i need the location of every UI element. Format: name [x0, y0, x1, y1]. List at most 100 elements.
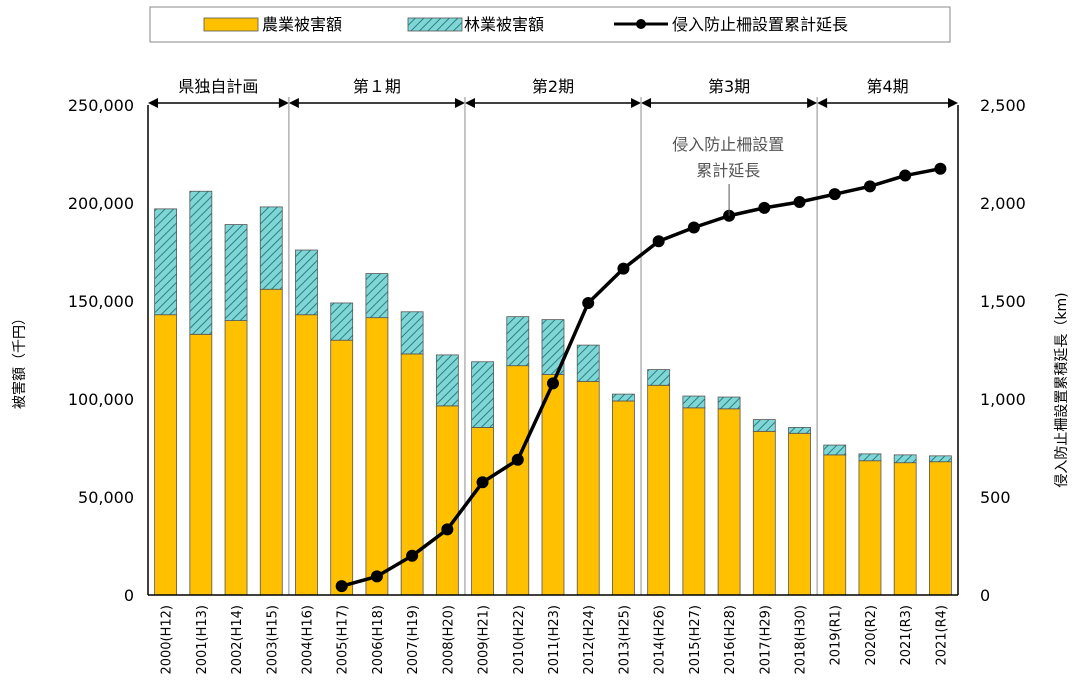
legend-swatch-agri: [203, 17, 259, 32]
bar-forest-3: [259, 206, 283, 290]
bar-forest-0: [154, 208, 178, 316]
bar-agri-9: [471, 427, 494, 596]
period-arrowhead-left-4: [817, 98, 828, 108]
x-tick-label-8: 2008(H20): [441, 605, 456, 675]
bar-agri-2: [224, 320, 248, 596]
legend-marker-fence: [636, 19, 646, 29]
legend: 農業被害額 林業被害額 侵入防止柵設置累計延長: [149, 6, 951, 43]
x-tick-label-13: 2013(H25): [617, 605, 632, 675]
bar-forest-16: [717, 396, 741, 410]
point-fence-11: [547, 377, 559, 390]
y-right-tick-0: 0: [980, 586, 990, 605]
y-left-tick-0: 0: [124, 586, 134, 605]
y-left-tick-2: 100,000: [68, 390, 134, 409]
bar-forest-20: [858, 453, 882, 462]
legend-swatch-forest: [407, 17, 463, 32]
legend-label-agri: 農業被害額: [262, 15, 342, 34]
period-arrowhead-left-3: [641, 98, 652, 108]
bar-agri-3: [259, 288, 283, 596]
y-right-label: 侵入防止柵設置累積延長（km): [1053, 292, 1070, 487]
bar-forest-14: [647, 369, 671, 386]
point-fence-6: [370, 570, 383, 583]
y-left-tick-4: 200,000: [68, 194, 134, 213]
x-tick-label-7: 2007(H19): [406, 605, 421, 675]
bar-agri-0: [154, 314, 178, 596]
plot-area: 侵入防止柵設置累計延長: [154, 135, 952, 596]
point-fence-19: [828, 188, 841, 201]
y-left-tick-3: 150,000: [68, 292, 134, 311]
point-fence-10: [511, 453, 524, 466]
point-fence-13: [617, 262, 630, 275]
bar-forest-1: [189, 190, 213, 335]
x-tick-label-4: 2004(H16): [300, 605, 315, 675]
point-fence-22: [934, 162, 947, 175]
annotation-line-2: 累計延長: [696, 161, 760, 180]
period-arrowhead-right-0: [278, 98, 289, 108]
bar-agri-19: [823, 454, 847, 596]
point-fence-8: [441, 523, 454, 536]
period-label-3: 第3期: [708, 77, 750, 96]
bar-forest-22: [928, 455, 952, 463]
bar-agri-12: [576, 380, 600, 596]
legend-box: [149, 6, 951, 43]
x-tick-label-19: 2019(R1): [829, 605, 844, 666]
bar-agri-13: [612, 400, 635, 596]
x-tick-label-18: 2018(H30): [794, 605, 809, 675]
bar-forest-15: [682, 395, 706, 409]
point-fence-12: [582, 296, 595, 309]
x-tick-label-2: 2002(H14): [230, 605, 245, 675]
bar-forest-12: [576, 344, 600, 382]
annotation-line-1: 侵入防止柵設置: [672, 135, 784, 154]
bar-forest-4: [295, 249, 318, 316]
y-right-tick-4: 2,000: [980, 194, 1026, 213]
bar-forest-21: [893, 454, 917, 464]
period-arrowhead-left-0: [148, 98, 158, 108]
bar-agri-1: [189, 333, 213, 596]
x-tick-label-17: 2017(H29): [758, 605, 773, 675]
bar-agri-16: [717, 408, 741, 596]
x-tick-label-3: 2003(H15): [265, 605, 280, 675]
period-label-2: 第2期: [532, 77, 574, 96]
bar-agri-20: [858, 460, 882, 596]
period-arrowhead-right-3: [807, 98, 818, 108]
period-arrowhead-left-2: [464, 98, 475, 108]
x-tick-label-20: 2020(R2): [864, 605, 879, 666]
point-fence-7: [406, 549, 419, 562]
legend-label-fence: 侵入防止柵設置累計延長: [672, 15, 848, 34]
bar-forest-11: [541, 319, 565, 375]
bar-forest-10: [506, 316, 530, 367]
x-tick-label-14: 2014(H26): [653, 605, 668, 675]
period-label-4: 第4期: [866, 77, 908, 96]
bar-agri-10: [506, 365, 530, 596]
x-tick-label-16: 2016(H28): [723, 605, 738, 675]
y-right-tick-3: 1,500: [980, 292, 1026, 311]
bar-forest-2: [224, 224, 248, 321]
legend-label-forest: 林業被害額: [464, 15, 544, 34]
x-tick-label-12: 2012(H24): [582, 605, 597, 675]
x-tick-label-21: 2021(R3): [899, 605, 914, 666]
period-arrowhead-left-1: [288, 98, 299, 108]
point-fence-21: [899, 169, 912, 182]
bar-agri-21: [893, 462, 917, 596]
x-tick-label-1: 2001(H13): [195, 605, 210, 675]
bar-agri-17: [752, 430, 776, 596]
point-fence-18: [793, 196, 806, 209]
y-left-label: 被害額（千円）: [12, 311, 28, 409]
x-tick-label-22: 2021(R4): [934, 605, 949, 666]
period-arrowhead-right-1: [454, 98, 465, 108]
x-tick-label-10: 2010(H22): [512, 605, 527, 675]
point-fence-15: [687, 221, 700, 234]
y-left-tick-1: 50,000: [78, 488, 134, 507]
point-fence-9: [476, 476, 489, 489]
bar-forest-13: [612, 393, 635, 402]
period-arrowhead-right-4: [948, 98, 958, 108]
bar-agri-14: [647, 384, 671, 596]
point-fence-20: [863, 180, 876, 193]
bar-forest-6: [365, 273, 389, 319]
bar-forest-8: [435, 354, 459, 407]
line-fence: [341, 166, 941, 588]
bar-forest-5: [330, 302, 354, 341]
period-arrowhead-right-2: [631, 98, 642, 108]
bar-forest-19: [823, 444, 847, 456]
